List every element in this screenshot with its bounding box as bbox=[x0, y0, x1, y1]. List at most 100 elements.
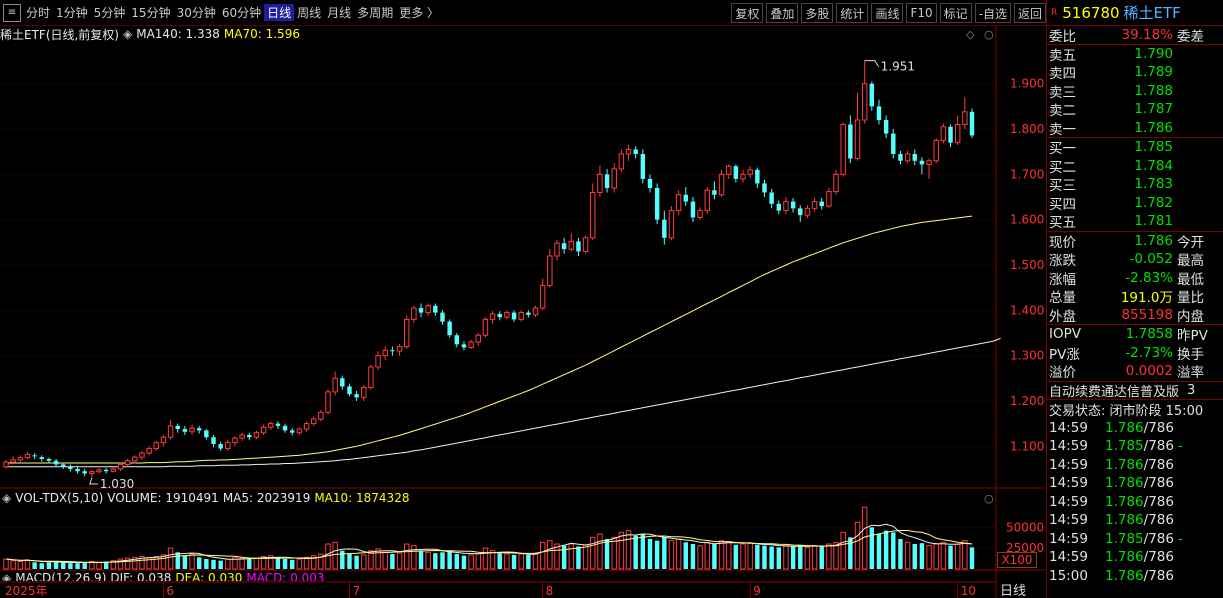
notice-text[interactable]: 自动续费通达信普及版 bbox=[1049, 384, 1180, 400]
indicator-toggle-icon[interactable]: ◈ bbox=[2, 571, 12, 581]
volume-bar-up bbox=[253, 557, 260, 570]
volume-bar-up bbox=[153, 556, 159, 570]
volume-bar-up bbox=[840, 531, 846, 570]
volume-bar-up bbox=[962, 540, 968, 570]
ask-book: 卖五 1.790 卖四 1.789 卖三 1.788 卖二 1.787 卖一 1.786 bbox=[1047, 45, 1223, 138]
stat-label: PV涨 bbox=[1049, 346, 1080, 363]
period-tab[interactable]: 5分钟 bbox=[93, 6, 126, 20]
candle-body-up bbox=[962, 111, 968, 126]
stat-label: IOPV bbox=[1049, 326, 1081, 343]
candle-body-up bbox=[160, 436, 167, 444]
period-tab[interactable]: 15分钟 bbox=[131, 6, 171, 20]
period-tab[interactable]: 月线 bbox=[327, 6, 352, 20]
toolbar-button[interactable]: 画线 bbox=[871, 3, 904, 23]
candle-body-up bbox=[239, 434, 245, 439]
candle-body-up bbox=[425, 305, 431, 314]
period-tab[interactable]: 分时 bbox=[26, 6, 51, 20]
candle-body-down bbox=[776, 203, 782, 211]
volume-bar-down bbox=[683, 542, 688, 569]
candle-body-up bbox=[861, 83, 868, 121]
ask-price: 1.790 bbox=[1134, 45, 1173, 62]
candle-body-down bbox=[762, 183, 767, 193]
candle-body-down bbox=[182, 429, 188, 432]
notice-row[interactable]: 自动续费通达信普及版 3 bbox=[1047, 382, 1223, 400]
volume-bar-up bbox=[933, 543, 939, 570]
volume-bar-up bbox=[160, 554, 167, 570]
bid-row[interactable]: 买四 1.782 bbox=[1047, 194, 1223, 213]
kline-chart-area[interactable]: 1.900 1.800 1.700 1.600 1.500 1.400 1.300 1.200… bbox=[0, 26, 1046, 598]
price-tick-label: 1.100 bbox=[1010, 439, 1044, 453]
candle-body-down bbox=[454, 335, 460, 345]
volume-bar-down bbox=[447, 550, 452, 569]
vol-close-icon[interactable]: ○ bbox=[984, 492, 994, 505]
price-tick-label: 1.800 bbox=[1010, 122, 1044, 136]
volume-bar-up bbox=[132, 556, 138, 570]
bid-row[interactable]: 买三 1.783 bbox=[1047, 175, 1223, 194]
volume-bar-up bbox=[89, 561, 95, 570]
ask-row[interactable]: 卖五 1.790 bbox=[1047, 45, 1223, 64]
bid-row[interactable]: 买五 1.781 bbox=[1047, 212, 1223, 231]
volume-bar-down bbox=[776, 547, 782, 569]
ask-row[interactable]: 卖三 1.788 bbox=[1047, 82, 1223, 101]
toolbar-button[interactable]: 叠加 bbox=[766, 3, 799, 23]
ask-row[interactable]: 卖二 1.787 bbox=[1047, 100, 1223, 119]
period-tab[interactable]: 30分钟 bbox=[176, 6, 216, 20]
menu-icon[interactable]: ≡ bbox=[3, 3, 21, 22]
kline-chart-svg[interactable]: 1.900 1.800 1.700 1.600 1.500 1.400 1.300 1.200… bbox=[0, 26, 1046, 598]
volume-bar-down bbox=[633, 535, 638, 569]
tick-list[interactable]: 14:59 1.786/786 14:59 1.785/786-14:59 1.786/… bbox=[1047, 419, 1223, 586]
bid-label: 买四 bbox=[1049, 196, 1076, 213]
toolbar-button[interactable]: 复权 bbox=[731, 3, 764, 23]
tick-volume: /786 bbox=[1143, 475, 1174, 492]
bid-row[interactable]: 买一 1.785 bbox=[1047, 138, 1223, 157]
tick-price: 1.786 bbox=[1105, 512, 1144, 529]
volume-bar-up bbox=[117, 558, 124, 570]
period-tab[interactable]: 多周期 bbox=[357, 6, 394, 20]
toolbar-button[interactable]: 标记 bbox=[939, 3, 972, 23]
period-tab[interactable]: 1分钟 bbox=[56, 6, 88, 20]
vol-unit-badge[interactable]: X100 bbox=[997, 552, 1037, 568]
candle-body-down bbox=[769, 192, 774, 204]
security-code[interactable]: 516780 bbox=[1062, 3, 1120, 22]
candle-body-down bbox=[633, 149, 638, 154]
toolbar-button[interactable]: 多股 bbox=[801, 3, 834, 23]
volume-bar-down bbox=[912, 544, 917, 569]
toolbar-button[interactable]: F10 bbox=[906, 3, 937, 23]
stat-row: 溢价 0.0002 溢率 bbox=[1047, 362, 1223, 381]
toolbar-button[interactable]: 统计 bbox=[836, 3, 869, 23]
volume-bar-up bbox=[747, 542, 753, 570]
candle-body-up bbox=[89, 471, 95, 474]
volume-bar-down bbox=[61, 562, 66, 569]
volume-bar-down bbox=[561, 545, 567, 569]
indicator-toggle-icon[interactable]: ◈ bbox=[2, 491, 12, 505]
volume-bar-up bbox=[96, 561, 102, 570]
ask-row[interactable]: 卖一 1.786 bbox=[1047, 119, 1223, 138]
tick-volume: /786 bbox=[1143, 419, 1174, 436]
volume-bar-up bbox=[232, 556, 238, 570]
tick-row: 14:59 1.786/786 bbox=[1047, 493, 1223, 512]
candle-body-down bbox=[654, 187, 660, 220]
indicator-toggle-icon[interactable]: ◈ bbox=[123, 27, 133, 41]
period-tab[interactable]: 日线 bbox=[264, 4, 295, 21]
toolbar-button[interactable]: -自选 bbox=[974, 3, 1011, 23]
volume-bar-up bbox=[611, 536, 617, 570]
period-tab[interactable]: 更多 〉 bbox=[399, 6, 440, 20]
toolbar-button[interactable]: 返回 bbox=[1013, 3, 1046, 23]
volume-bar-up bbox=[139, 556, 145, 570]
ask-row[interactable]: 卖四 1.789 bbox=[1047, 63, 1223, 82]
stat-row: 涨跌 -0.052 最高 bbox=[1047, 250, 1223, 269]
period-tab[interactable]: 60分钟 bbox=[221, 6, 262, 20]
chart-close-icon[interactable]: ○ bbox=[984, 28, 994, 41]
bid-row[interactable]: 买二 1.784 bbox=[1047, 157, 1223, 176]
r-badge: R bbox=[1051, 7, 1058, 18]
security-name[interactable]: 稀土ETF bbox=[1123, 4, 1181, 22]
tick-volume: /786 bbox=[1143, 567, 1174, 584]
candle-body-up bbox=[704, 189, 710, 212]
period-tab[interactable]: 周线 bbox=[297, 6, 322, 20]
time-axis-label: 9 bbox=[753, 584, 761, 598]
volume-bar-up bbox=[268, 555, 274, 570]
low-marker-label: 1.030 bbox=[100, 477, 134, 491]
chart-diamond-icon[interactable]: ◇ bbox=[966, 28, 975, 41]
candle-body-up bbox=[539, 284, 546, 309]
candle-body-down bbox=[103, 469, 109, 472]
